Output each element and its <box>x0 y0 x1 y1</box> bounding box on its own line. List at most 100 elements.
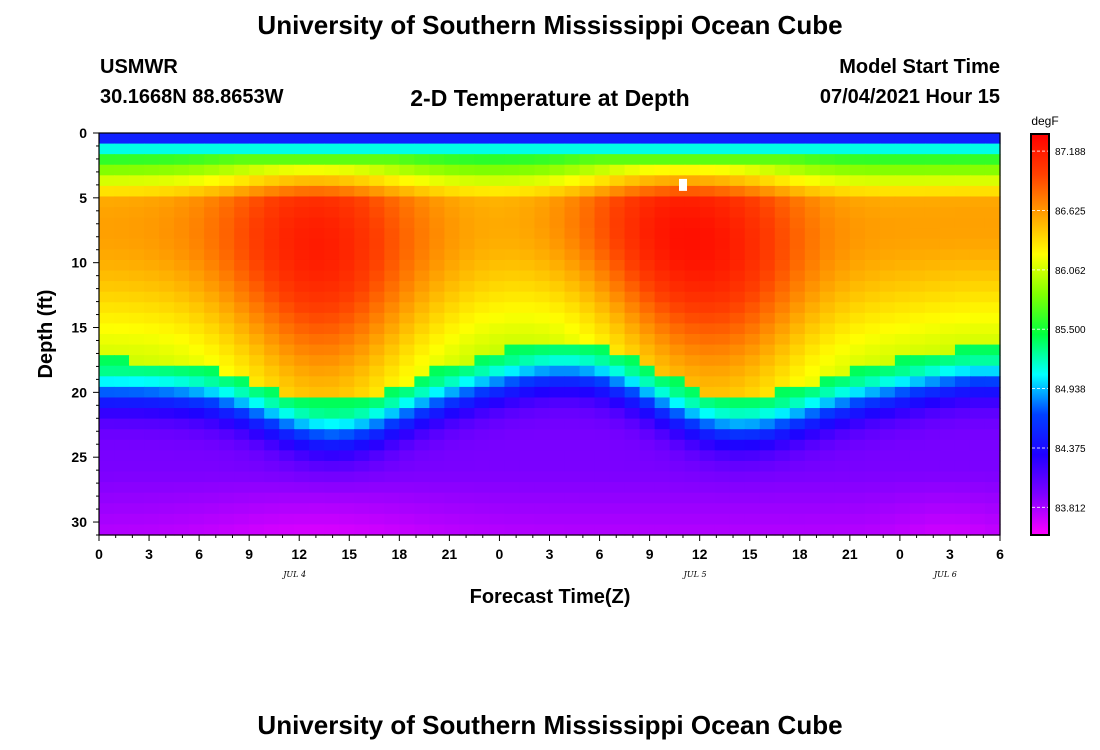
heatmap-cell <box>939 355 956 367</box>
heatmap-cell <box>834 471 851 483</box>
heatmap-cell <box>564 312 581 325</box>
heatmap-cell <box>219 217 235 229</box>
heatmap-cell <box>339 133 355 145</box>
heatmap-cell <box>384 302 400 314</box>
heatmap-cell <box>609 334 626 346</box>
heatmap-cell <box>474 302 491 314</box>
heatmap-cell <box>354 503 370 515</box>
heatmap-cell <box>639 429 656 441</box>
heatmap-cell <box>654 270 671 282</box>
heatmap-cell <box>819 344 836 356</box>
heatmap-cell <box>264 228 280 240</box>
heatmap-cell <box>234 355 250 367</box>
heatmap-cell <box>489 312 506 325</box>
heatmap-cell <box>549 164 566 176</box>
heatmap-cell <box>819 355 836 367</box>
heatmap-cell <box>744 238 761 250</box>
heatmap-cell <box>594 207 611 219</box>
heatmap-cell <box>234 418 250 430</box>
heatmap-cell <box>459 196 476 208</box>
heatmap-cell <box>414 450 430 462</box>
heatmap-cell <box>594 196 611 208</box>
y-tick-label: 25 <box>71 449 87 465</box>
heatmap-cell <box>954 164 971 176</box>
heatmap-cell <box>264 418 280 430</box>
heatmap-cell <box>759 249 776 261</box>
heatmap-cell <box>414 312 430 325</box>
heatmap-cell <box>549 291 566 303</box>
heatmap-cell <box>279 133 295 145</box>
heatmap-cell <box>909 291 926 303</box>
heatmap-cell <box>414 164 430 176</box>
heatmap-cell <box>234 524 250 536</box>
heatmap-cell <box>399 471 415 483</box>
heatmap-cell <box>384 175 400 187</box>
heatmap-cell <box>444 397 460 409</box>
heatmap-cell <box>324 334 340 346</box>
heatmap-cell <box>624 482 641 494</box>
heatmap-cell <box>129 175 145 187</box>
heatmap-cell <box>504 513 521 526</box>
heatmap-cell <box>579 249 596 261</box>
heatmap-cell <box>669 334 686 346</box>
heatmap-cell <box>399 355 415 367</box>
heatmap-cell <box>339 185 355 198</box>
heatmap-cell <box>819 281 836 293</box>
heatmap-cell <box>594 418 611 430</box>
heatmap-cell <box>174 164 190 176</box>
heatmap-cell <box>219 513 235 526</box>
heatmap-cell <box>534 185 551 198</box>
heatmap-cell <box>264 185 280 198</box>
heatmap-cell <box>129 397 145 409</box>
heatmap-cell <box>369 196 385 208</box>
heatmap-cell <box>669 259 686 272</box>
heatmap-cell <box>114 492 130 504</box>
heatmap-cell <box>894 482 911 494</box>
heatmap-cell <box>924 143 941 155</box>
heatmap-cell <box>834 492 851 504</box>
heatmap-cell <box>189 471 205 483</box>
heatmap-cell <box>504 154 521 166</box>
heatmap-cell <box>369 355 385 367</box>
heatmap-cell <box>699 291 716 303</box>
heatmap-cell <box>414 228 430 240</box>
heatmap-cell <box>339 281 355 293</box>
heatmap-cell <box>984 228 1001 240</box>
heatmap-cell <box>939 492 956 504</box>
heatmap-cell <box>309 154 325 166</box>
heatmap-cell <box>744 281 761 293</box>
heatmap-cell <box>849 450 866 462</box>
heatmap-cell <box>594 259 611 272</box>
heatmap-cell <box>324 217 340 229</box>
heatmap-cell <box>669 312 686 325</box>
heatmap-cell <box>369 291 385 303</box>
heatmap-cell <box>399 259 415 272</box>
heatmap-cell <box>909 503 926 515</box>
heatmap-cell <box>189 513 205 526</box>
heatmap-cell <box>339 439 355 451</box>
heatmap-cell <box>744 471 761 483</box>
heatmap-cell <box>654 196 671 208</box>
heatmap-cell <box>489 503 506 515</box>
heatmap-cell <box>939 143 956 155</box>
heatmap-cell <box>429 513 445 526</box>
heatmap-cell <box>849 492 866 504</box>
heatmap-cell <box>489 175 506 187</box>
heatmap-cell <box>954 281 971 293</box>
heatmap-cell <box>114 312 130 325</box>
heatmap-cell <box>789 334 806 346</box>
heatmap-cell <box>489 450 506 462</box>
heatmap-cell <box>984 513 1001 526</box>
heatmap-cell <box>234 429 250 441</box>
heatmap-cell <box>129 471 145 483</box>
heatmap-cell <box>759 418 776 430</box>
heatmap-cell <box>144 365 160 377</box>
heatmap-cell <box>519 154 536 166</box>
heatmap-cell <box>759 408 776 420</box>
heatmap-cell <box>969 291 986 303</box>
heatmap-cell <box>939 228 956 240</box>
heatmap-cell <box>504 259 521 272</box>
heatmap-cell <box>399 503 415 515</box>
heatmap-cell <box>339 418 355 430</box>
heatmap-cell <box>189 503 205 515</box>
